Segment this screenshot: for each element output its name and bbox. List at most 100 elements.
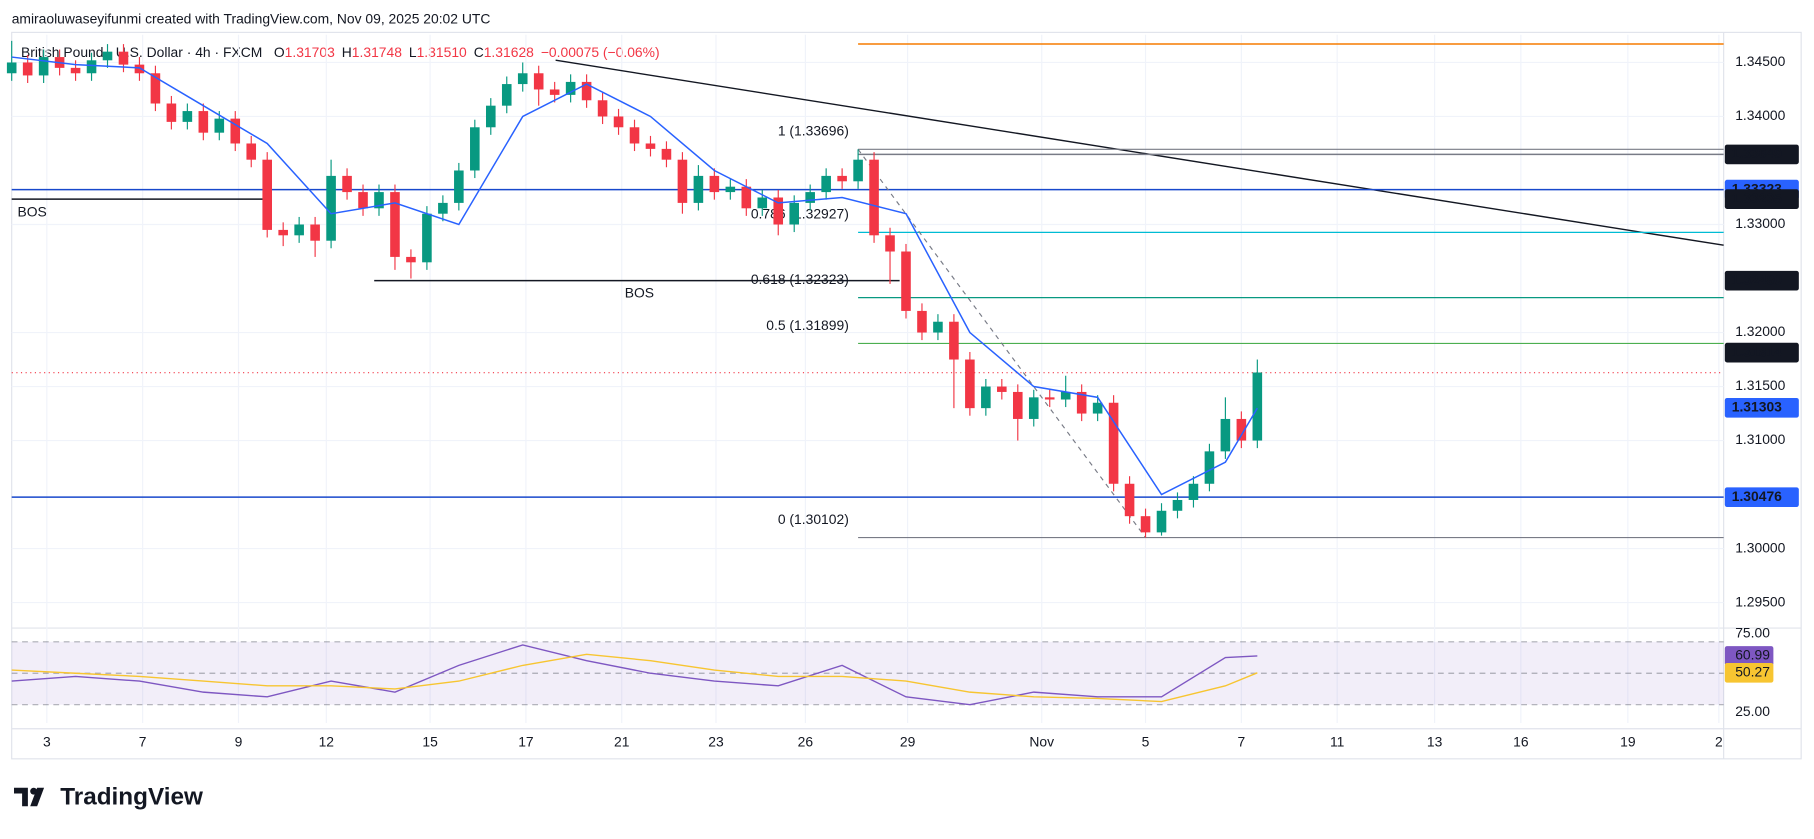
- x-tick-label: 17: [518, 733, 534, 749]
- x-tick-label: 11: [1330, 733, 1345, 749]
- candle-body: [757, 197, 768, 209]
- candle-body: [933, 321, 943, 333]
- candle-body: [693, 175, 704, 203]
- candle-body: [1076, 391, 1087, 414]
- y-tick-label: 1.31500: [1735, 377, 1785, 393]
- candle-body: [677, 159, 688, 203]
- price-badge: [1724, 144, 1799, 165]
- ohlc-value: 1.31628: [484, 44, 534, 60]
- price-badge: [1724, 487, 1799, 507]
- price-badge-label: 1.31303: [1732, 398, 1782, 414]
- candle-body: [262, 159, 273, 230]
- candle-body: [805, 192, 815, 203]
- x-tick-label: 7: [139, 733, 147, 749]
- candle-body: [1012, 391, 1023, 419]
- candle-body: [246, 143, 257, 160]
- price-badge: [1724, 342, 1799, 363]
- attribution: amiraoluwaseyifunmi created with Trading…: [12, 10, 491, 26]
- candle-body: [102, 51, 113, 61]
- candle-body: [981, 386, 991, 409]
- candle-body: [613, 116, 624, 128]
- candle-body: [150, 73, 161, 104]
- candle-body: [1140, 516, 1151, 533]
- candle-body: [773, 197, 784, 225]
- candle-body: [1108, 402, 1119, 484]
- ohlc-key: L: [409, 44, 417, 60]
- ohlc-key: H: [342, 44, 352, 60]
- x-tick-label: 2: [1715, 733, 1723, 749]
- change: −0.00075 (−0.06%): [541, 44, 660, 60]
- ohlc-value: 1.31510: [417, 44, 467, 60]
- candle-body: [1092, 402, 1103, 414]
- candle-body: [86, 60, 97, 74]
- x-tick-label: 7: [1238, 733, 1246, 749]
- candle-body: [549, 89, 560, 95]
- x-tick-label: 29: [900, 733, 916, 749]
- y-tick-label: 1.30000: [1735, 539, 1785, 555]
- price-badge-label: 1.31814: [1732, 343, 1782, 359]
- fib-diagonal: [857, 148, 1147, 538]
- y-tick-label: 1.31000: [1735, 431, 1785, 447]
- candle-body: [294, 224, 304, 236]
- candle-body: [1220, 418, 1231, 452]
- candle-body: [374, 192, 384, 209]
- candle-body: [278, 229, 288, 236]
- x-tick-label: 13: [1427, 733, 1443, 749]
- logo-dot: [30, 787, 38, 795]
- candle-body: [1172, 499, 1183, 511]
- rsi-line: [11, 644, 1258, 706]
- candle-body: [1060, 391, 1071, 400]
- candle-body: [422, 213, 432, 263]
- fib-label: 0.5 (1.31899): [766, 317, 849, 333]
- x-tick-label: 23: [708, 733, 724, 749]
- ohlc-key: C: [474, 44, 484, 60]
- candle-body: [406, 256, 416, 263]
- logo: TradingView: [14, 784, 203, 811]
- candle-body: [1204, 451, 1215, 484]
- candle-body: [470, 127, 480, 171]
- candle-body: [789, 202, 800, 225]
- candle-body: [166, 103, 177, 122]
- candle-body: [70, 67, 81, 74]
- price-badge-label: 1.30476: [1732, 488, 1782, 504]
- candle-body: [230, 118, 241, 144]
- rsi-badge-label: 50.27: [1735, 663, 1770, 679]
- moving-average: [11, 56, 1258, 496]
- x-tick-label: 5: [1142, 733, 1150, 749]
- candle-body: [134, 64, 145, 74]
- candle-body: [597, 100, 608, 117]
- candle-body: [997, 386, 1007, 392]
- candle-body: [965, 359, 975, 409]
- candle-body: [517, 73, 528, 85]
- candle-body: [1028, 397, 1039, 419]
- candle-body: [198, 111, 209, 133]
- x-tick-label: 19: [1620, 733, 1636, 749]
- candle-body: [645, 143, 656, 149]
- fib-label: 1 (1.33696): [778, 123, 849, 139]
- candle-body: [853, 159, 863, 182]
- rsi-badge: [1724, 646, 1774, 666]
- y-tick-label: 1.34500: [1735, 53, 1785, 69]
- rsi-badge: [1724, 662, 1774, 683]
- ohlc-value: 1.31703: [285, 44, 335, 60]
- candle-body: [326, 175, 336, 241]
- candle-body: [390, 192, 400, 257]
- candle-body: [533, 73, 544, 90]
- y-tick-label: 1.34000: [1735, 107, 1785, 123]
- candle-body: [661, 148, 672, 160]
- ohlc-key: O: [274, 44, 285, 60]
- price-badge: [1724, 270, 1799, 291]
- candle-body: [310, 224, 320, 241]
- trendline: [555, 59, 1724, 246]
- candle-body: [949, 321, 959, 360]
- candle-body: [629, 127, 640, 144]
- x-tick-label: 26: [798, 733, 814, 749]
- x-tick-label: 15: [422, 733, 438, 749]
- candle-body: [565, 81, 576, 95]
- candle-body: [6, 62, 17, 74]
- candle-body: [709, 175, 720, 193]
- price-badge-label: 1.32480: [1732, 271, 1782, 287]
- candle-body: [358, 192, 368, 209]
